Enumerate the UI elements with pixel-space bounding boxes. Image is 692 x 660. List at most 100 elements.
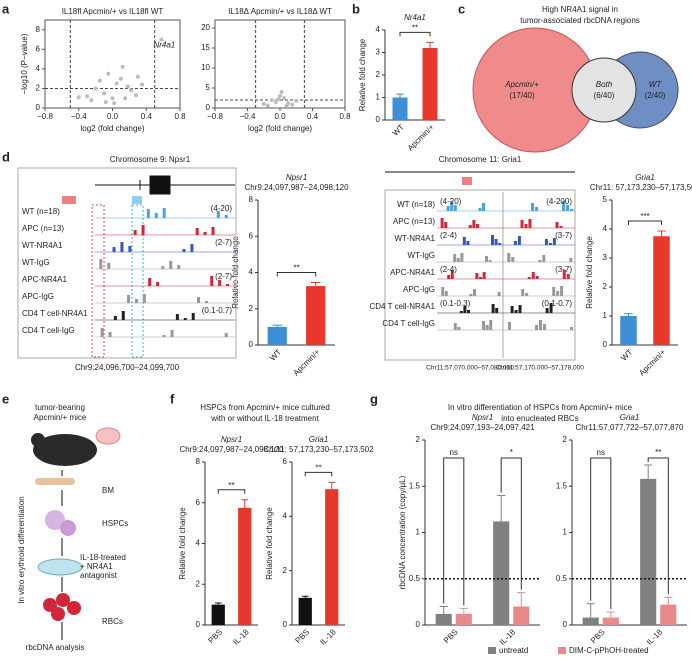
bar: [306, 286, 326, 345]
x-tick-label: IL-18: [498, 627, 518, 647]
track-label: WT-IgG: [22, 258, 50, 267]
x-tick-label: PBS: [293, 628, 311, 646]
tumor-icon: [95, 427, 121, 445]
y-tick-label: 15: [201, 43, 210, 52]
point: [123, 96, 128, 101]
point: [125, 84, 130, 89]
chart-subtitle: Chr11: 57,173,230–57,173,502: [263, 445, 374, 454]
y-tick-label: 0.5: [556, 574, 568, 583]
y-tick-label: 0: [249, 340, 254, 349]
x-tick-label: PBS: [589, 628, 607, 646]
label: tumor-bearing: [35, 403, 85, 412]
point: [135, 74, 140, 79]
point: [282, 96, 287, 100]
coordinate-label: Chr9:24,096,700–24,099,700: [75, 363, 180, 372]
error-bar: [644, 464, 653, 479]
chart-title: tumor-associated rbcDNA regions: [520, 16, 640, 25]
signal-peak: [112, 247, 116, 252]
y-tick-label: 0: [416, 620, 421, 629]
hspc-icon: [60, 520, 76, 536]
signal-peak: [539, 320, 542, 330]
bar: [392, 97, 408, 120]
point: [103, 100, 108, 105]
point: [114, 81, 119, 86]
signal-peak: [510, 306, 514, 313]
panel-title: In vitro differentiation of HSPCs from A…: [448, 403, 633, 412]
significance-label: **: [412, 23, 418, 32]
bar: [513, 606, 530, 625]
label: rbcDNA analysis: [26, 643, 85, 652]
signal-peak: [475, 273, 479, 279]
y-tick-label: 6: [249, 231, 254, 240]
signal-peak: [528, 219, 532, 228]
signal-peak: [556, 291, 560, 296]
signal-peak: [210, 276, 214, 286]
signal-peak: [120, 242, 124, 252]
venn-label: WT: [649, 80, 663, 89]
signal-peak: [467, 310, 470, 313]
significance-bracket: [590, 457, 612, 610]
track-range: (3-7): [555, 231, 572, 240]
point: [110, 96, 115, 101]
y-axis-label: Relative fold change: [585, 236, 594, 309]
track-label: WT (n=18): [397, 200, 435, 209]
error-bar: [301, 595, 309, 598]
signal-peak: [107, 263, 111, 269]
significance-bracket: [647, 457, 669, 595]
track-label: WT-IgG: [407, 251, 435, 260]
signal-peak: [535, 325, 539, 330]
y-tick-label: 2: [36, 84, 41, 93]
error-bar: [328, 481, 336, 490]
x-tick-label: −0.8: [207, 112, 223, 121]
signal-peak: [216, 211, 220, 218]
y-tick-label: 0.5: [409, 574, 421, 583]
point: [120, 64, 125, 69]
bar: [238, 507, 252, 625]
signal-peak: [552, 238, 556, 245]
dish-icon: [37, 558, 83, 576]
region-box: [62, 196, 76, 204]
x-tick-label: 0.4: [307, 112, 319, 121]
y-tick-label: 1.5: [409, 481, 421, 490]
point: [284, 104, 289, 108]
signal-peak: [148, 278, 152, 286]
y-tick-label: 2: [563, 435, 568, 444]
point: [89, 98, 94, 103]
track-range: (3-7): [555, 265, 572, 274]
mouse-icon: [33, 434, 97, 466]
y-tick-label: 4: [36, 64, 41, 73]
point: [134, 93, 139, 98]
legend-swatch: [558, 647, 566, 654]
y-tick-label: 0: [36, 103, 41, 112]
chart-title: IL18fl Apcmin/+ vs IL18fl WT: [62, 7, 164, 16]
signal-peak: [468, 225, 472, 228]
point: [129, 88, 134, 93]
workflow-illustration: tumor-bearing Apcmin/+ mice BM HSPCs IL-…: [17, 403, 128, 652]
error-bar: [241, 499, 249, 508]
y-tick-label: 5: [206, 83, 211, 92]
signal-peak: [521, 289, 525, 296]
signal-peak: [491, 304, 495, 313]
significance-label: **: [655, 448, 661, 457]
y-tick-label: 0: [603, 340, 608, 349]
signal-peak: [555, 222, 559, 228]
point: [112, 101, 117, 106]
error-bar: [439, 606, 448, 614]
label: HSPCs: [102, 519, 128, 528]
bar: [455, 613, 472, 625]
signal-peak: [535, 207, 539, 211]
point: [276, 97, 281, 102]
error-bar: [624, 313, 633, 316]
point: [261, 102, 266, 106]
label: + NR4A1: [80, 562, 113, 571]
signal-peak: [134, 299, 138, 303]
label: RBCs: [102, 617, 123, 626]
x-tick-label: −0.4: [71, 112, 87, 121]
signal-peak: [507, 253, 511, 262]
point: [140, 82, 145, 87]
signal-peak: [562, 201, 566, 211]
signal-peak: [482, 321, 485, 330]
signal-peak: [162, 335, 166, 337]
bar: [493, 521, 510, 625]
